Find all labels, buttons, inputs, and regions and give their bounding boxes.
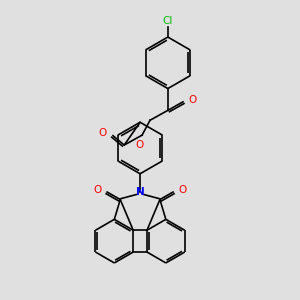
Text: O: O	[179, 184, 187, 195]
Text: O: O	[98, 128, 106, 138]
Text: O: O	[189, 95, 197, 106]
Text: O: O	[93, 184, 101, 195]
Text: N: N	[136, 187, 145, 196]
Text: O: O	[135, 140, 143, 150]
Text: Cl: Cl	[163, 16, 173, 26]
